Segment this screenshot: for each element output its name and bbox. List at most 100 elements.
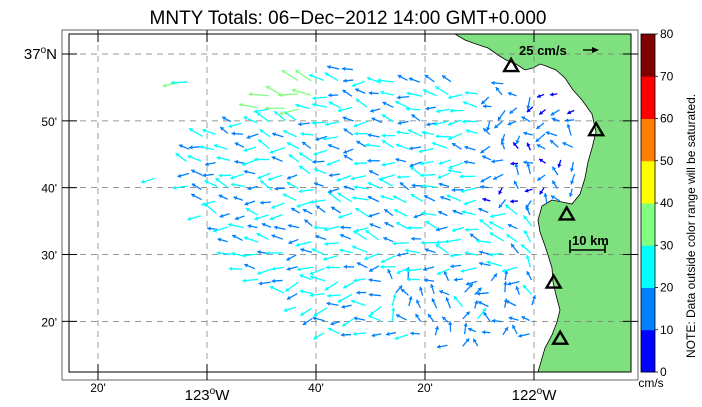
current-vector-head xyxy=(422,89,427,94)
current-vector-head xyxy=(550,111,555,116)
current-vector-head xyxy=(476,238,480,244)
current-vector-head xyxy=(269,216,274,221)
current-vector-head xyxy=(311,120,316,126)
radar-site-marker xyxy=(544,273,563,289)
current-vector-head xyxy=(424,278,428,283)
current-vector-head xyxy=(242,161,247,166)
current-vector-head xyxy=(370,108,374,113)
current-vector-head xyxy=(418,149,423,154)
current-vector-head xyxy=(228,222,232,228)
current-vector-head xyxy=(483,312,488,317)
current-vector-head xyxy=(234,142,239,147)
current-vector-head xyxy=(552,166,557,171)
current-vector-head xyxy=(327,64,331,70)
current-vector-head xyxy=(392,195,397,200)
current-vector-head xyxy=(253,109,258,114)
current-vector-head xyxy=(532,295,537,300)
current-vector-head xyxy=(295,70,300,74)
current-vector-head xyxy=(313,225,318,230)
current-vector-head xyxy=(539,190,544,195)
current-vector-head xyxy=(407,225,411,230)
current-vector-head xyxy=(302,321,307,326)
current-vector-head xyxy=(562,141,567,146)
current-vector-head xyxy=(228,123,233,129)
current-vector-head xyxy=(410,166,415,171)
current-vector-head xyxy=(269,285,274,290)
current-vector-head xyxy=(483,128,488,133)
current-vector-head xyxy=(315,136,320,142)
current-vector-head xyxy=(438,160,443,165)
current-vector-head xyxy=(509,109,514,114)
current-vector-head xyxy=(440,195,444,200)
current-vector-head xyxy=(537,93,541,98)
current-vector-head xyxy=(310,275,314,280)
current-vector-head xyxy=(316,205,321,210)
current-vector-head xyxy=(283,307,288,312)
current-vector-head xyxy=(380,264,384,270)
current-vector-head xyxy=(410,194,415,198)
current-vector-head xyxy=(238,102,243,108)
colorbar-segment xyxy=(641,287,655,331)
current-vector-head xyxy=(419,173,424,178)
current-vector-head xyxy=(353,123,358,128)
current-vector-head xyxy=(447,168,452,173)
current-vector-head xyxy=(330,321,335,326)
current-vector-head xyxy=(231,131,236,136)
radar-site-marker xyxy=(502,56,521,73)
current-vector-head xyxy=(513,180,518,185)
lon-label: 123oW xyxy=(185,386,231,404)
current-vector-head xyxy=(213,228,217,233)
current-vector-head xyxy=(368,90,373,96)
current-vector-head xyxy=(521,316,526,320)
current-vector-head xyxy=(396,270,401,275)
current-vector-head xyxy=(438,182,443,187)
current-vector-head xyxy=(309,293,314,298)
reference-arrow: 25 cm/s xyxy=(519,43,599,58)
current-vector-head xyxy=(299,289,304,294)
current-vector-head xyxy=(274,225,278,230)
current-vector-head xyxy=(324,72,329,77)
current-vector-head xyxy=(353,316,358,321)
current-vector-head xyxy=(409,146,413,151)
current-vector-head xyxy=(187,155,192,160)
current-vector-head xyxy=(254,157,258,162)
current-vector-head xyxy=(215,178,220,182)
current-vector-head xyxy=(281,70,286,74)
current-vector-head xyxy=(312,316,317,321)
current-vector-head xyxy=(343,128,348,133)
current-vector-head xyxy=(384,209,389,214)
current-vector-head xyxy=(356,290,360,295)
reference-arrow-label: 25 cm/s xyxy=(519,43,567,58)
current-vector-head xyxy=(353,230,358,235)
lat-label: 30' xyxy=(41,249,57,263)
current-vector-head xyxy=(354,228,359,233)
current-vector-head xyxy=(278,92,282,98)
current-vector-head xyxy=(230,175,235,180)
current-vector-head xyxy=(258,281,263,286)
colorbar xyxy=(640,33,656,373)
current-vector-head xyxy=(353,161,358,166)
current-vector-head xyxy=(396,174,401,180)
current-vector-head xyxy=(323,256,327,261)
current-vector-head xyxy=(247,186,252,191)
current-vector-head xyxy=(246,134,251,139)
current-vector-head xyxy=(267,176,272,182)
colorbar-note: NOTE: Data outside color range will be s… xyxy=(684,94,698,358)
current-vector-head xyxy=(187,216,192,221)
current-vector-head xyxy=(313,335,318,340)
current-vector-head xyxy=(478,207,483,212)
current-vector-head xyxy=(300,131,304,137)
current-vector-head xyxy=(274,186,278,191)
lat-label: 50' xyxy=(41,115,57,129)
current-vector-head xyxy=(507,91,512,97)
lon-label: 40' xyxy=(308,381,324,395)
current-vector-head xyxy=(464,145,469,150)
current-vector-head xyxy=(352,245,357,250)
current-vector-head xyxy=(311,248,316,253)
current-vector-head xyxy=(291,207,296,212)
latitude-labels: 37oN 50' 40' 30' 20' xyxy=(24,45,57,329)
current-vector-head xyxy=(309,271,314,276)
current-vector-head xyxy=(328,93,332,98)
current-vector-head xyxy=(299,152,304,157)
current-vector-head xyxy=(564,118,569,123)
